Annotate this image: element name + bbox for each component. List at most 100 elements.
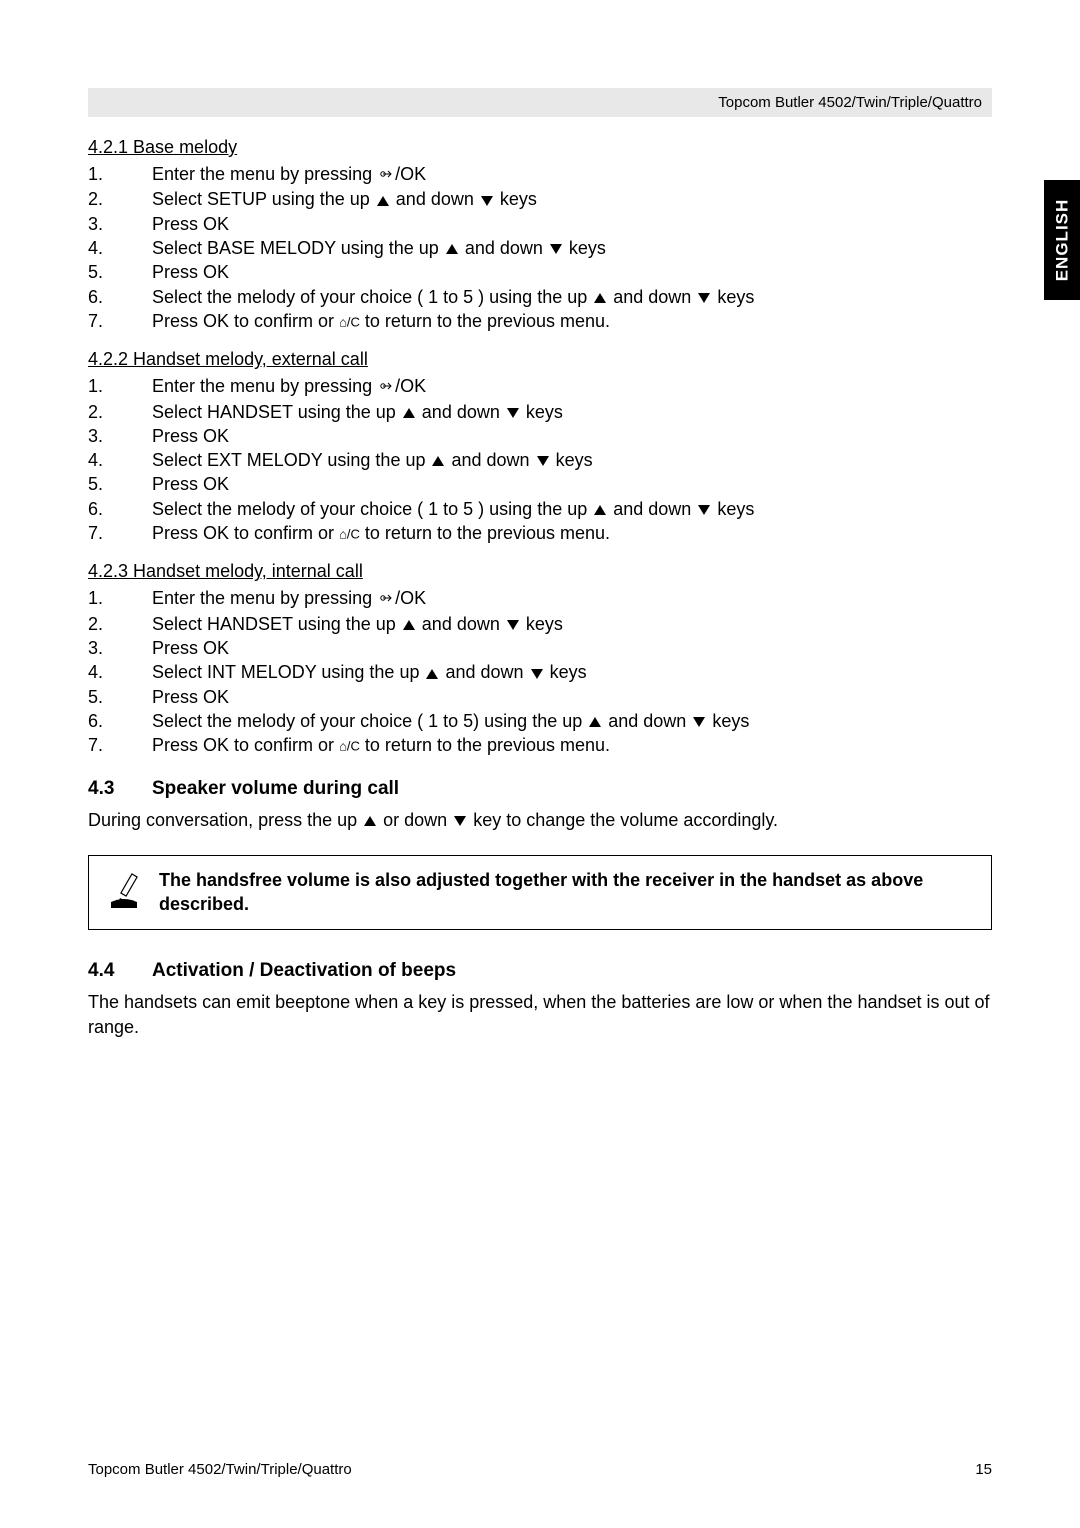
list-item: 2.Select HANDSET using the up and down k… (88, 400, 992, 424)
nav-ok-icon (379, 587, 393, 611)
list-item-number: 1. (88, 162, 152, 187)
manual-page: Topcom Butler 4502/Twin/Triple/Quattro E… (0, 0, 1080, 1528)
list-item-number: 3. (88, 212, 152, 236)
up-arrow-icon (432, 456, 444, 466)
pen-icon (103, 870, 145, 917)
list-item-number: 7. (88, 521, 152, 545)
list-item: 2.Select HANDSET using the up and down k… (88, 612, 992, 636)
down-arrow-icon (537, 456, 549, 466)
list-item: 1.Enter the menu by pressing /OK (88, 586, 992, 611)
subheading-422: 4.2.2 Handset melody, external call (88, 349, 992, 370)
list-item-text: Enter the menu by pressing /OK (152, 162, 992, 187)
list-item-text: Select HANDSET using the up and down key… (152, 612, 992, 636)
back-icon: ⌂/C (339, 314, 360, 329)
list-item-number: 5. (88, 472, 152, 496)
page-footer: Topcom Butler 4502/Twin/Triple/Quattro 1… (88, 1461, 992, 1478)
list-item-number: 5. (88, 685, 152, 709)
list-item-text: Select the melody of your choice ( 1 to … (152, 709, 992, 733)
list-item: 4.Select EXT MELODY using the up and dow… (88, 448, 992, 472)
list-item-text: Press OK (152, 424, 992, 448)
list-item: 1.Enter the menu by pressing /OK (88, 374, 992, 399)
up-arrow-icon (589, 717, 601, 727)
down-arrow-icon (481, 196, 493, 206)
list-item-text: Select the melody of your choice ( 1 to … (152, 497, 992, 521)
list-item-number: 6. (88, 709, 152, 733)
nav-ok-icon (379, 375, 393, 399)
page-header: Topcom Butler 4502/Twin/Triple/Quattro (88, 88, 992, 117)
up-arrow-icon (403, 408, 415, 418)
list-item-text: Enter the menu by pressing /OK (152, 374, 992, 399)
list-item-number: 7. (88, 733, 152, 757)
up-arrow-icon (426, 669, 438, 679)
language-tab-label: ENGLISH (1052, 199, 1072, 282)
list-item: 7.Press OK to confirm or ⌂/C to return t… (88, 521, 992, 545)
down-arrow-icon (454, 816, 466, 826)
down-arrow-icon (531, 669, 543, 679)
list-item: 5.Press OK (88, 260, 992, 284)
list-item: 3.Press OK (88, 212, 992, 236)
list-item: 4.Select INT MELODY using the up and dow… (88, 660, 992, 684)
list-item-text: Press OK (152, 212, 992, 236)
subheading-423: 4.2.3 Handset melody, internal call (88, 561, 992, 582)
list-item-number: 3. (88, 424, 152, 448)
footer-product: Topcom Butler 4502/Twin/Triple/Quattro (88, 1461, 352, 1478)
section-heading-43: 4.3 Speaker volume during call (88, 778, 992, 800)
down-arrow-icon (698, 505, 710, 515)
list-422: 1.Enter the menu by pressing /OK2.Select… (88, 374, 992, 545)
para-44: The handsets can emit beeptone when a ke… (88, 990, 992, 1040)
section-number-44: 4.4 (88, 960, 152, 982)
list-item-text: Press OK (152, 472, 992, 496)
note-text: The handsfree volume is also adjusted to… (159, 868, 977, 917)
down-arrow-icon (507, 620, 519, 630)
up-arrow-icon (403, 620, 415, 630)
list-item-number: 2. (88, 612, 152, 636)
para-43: During conversation, press the up or dow… (88, 808, 992, 833)
section-title-43: Speaker volume during call (152, 778, 399, 800)
up-arrow-icon (364, 816, 376, 826)
up-arrow-icon (446, 244, 458, 254)
up-arrow-icon (594, 505, 606, 515)
up-arrow-icon (377, 196, 389, 206)
list-item: 1.Enter the menu by pressing /OK (88, 162, 992, 187)
down-arrow-icon (693, 717, 705, 727)
list-item-text: Press OK to confirm or ⌂/C to return to … (152, 521, 992, 545)
list-item-text: Select HANDSET using the up and down key… (152, 400, 992, 424)
list-item: 2.Select SETUP using the up and down key… (88, 187, 992, 211)
list-item-number: 6. (88, 285, 152, 309)
subheading-421: 4.2.1 Base melody (88, 137, 992, 158)
list-item-text: Press OK to confirm or ⌂/C to return to … (152, 309, 992, 333)
list-item-number: 4. (88, 660, 152, 684)
list-item-text: Select INT MELODY using the up and down … (152, 660, 992, 684)
list-item-text: Press OK (152, 685, 992, 709)
list-item: 3.Press OK (88, 424, 992, 448)
section-heading-44: 4.4 Activation / Deactivation of beeps (88, 960, 992, 982)
list-item-number: 3. (88, 636, 152, 660)
list-item: 5.Press OK (88, 472, 992, 496)
list-item-number: 4. (88, 236, 152, 260)
list-item-text: Press OK (152, 636, 992, 660)
section-title-44: Activation / Deactivation of beeps (152, 960, 456, 982)
section-number-43: 4.3 (88, 778, 152, 800)
list-item: 6.Select the melody of your choice ( 1 t… (88, 709, 992, 733)
list-item-number: 2. (88, 187, 152, 211)
list-item: 7.Press OK to confirm or ⌂/C to return t… (88, 309, 992, 333)
list-item: 6.Select the melody of your choice ( 1 t… (88, 497, 992, 521)
list-item-number: 1. (88, 374, 152, 399)
list-item-text: Select SETUP using the up and down keys (152, 187, 992, 211)
list-item-number: 4. (88, 448, 152, 472)
footer-page-number: 15 (975, 1461, 992, 1478)
list-item-number: 2. (88, 400, 152, 424)
list-item-number: 6. (88, 497, 152, 521)
list-item-text: Select EXT MELODY using the up and down … (152, 448, 992, 472)
list-item-number: 5. (88, 260, 152, 284)
list-item: 6.Select the melody of your choice ( 1 t… (88, 285, 992, 309)
list-item: 5.Press OK (88, 685, 992, 709)
list-item-text: Press OK (152, 260, 992, 284)
list-item-text: Press OK to confirm or ⌂/C to return to … (152, 733, 992, 757)
list-423: 1.Enter the menu by pressing /OK2.Select… (88, 586, 992, 757)
up-arrow-icon (594, 293, 606, 303)
list-item: 7.Press OK to confirm or ⌂/C to return t… (88, 733, 992, 757)
list-item-text: Enter the menu by pressing /OK (152, 586, 992, 611)
language-tab: ENGLISH (1044, 180, 1080, 300)
list-item-number: 7. (88, 309, 152, 333)
